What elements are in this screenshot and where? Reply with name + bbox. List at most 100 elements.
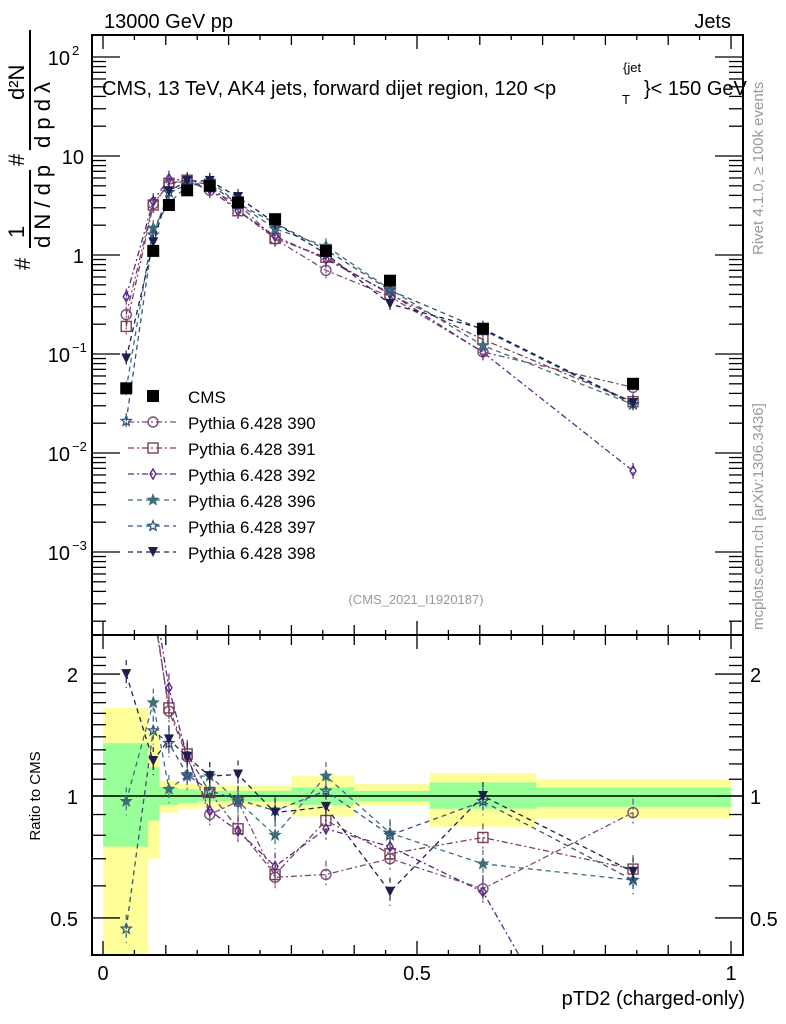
series-line xyxy=(125,183,634,422)
chart-title-main: CMS, 13 TeV, AK4 jets, forward dijet reg… xyxy=(102,78,556,100)
ratio-series-pythia-6-428-397 xyxy=(119,716,640,943)
legend-label: Pythia 6.428 390 xyxy=(188,414,316,433)
header-right: Jets xyxy=(694,11,731,33)
y-axis-label-dn: d N / d p xyxy=(30,165,55,248)
marker-diamond xyxy=(479,345,487,359)
x-tick-label: 0.5 xyxy=(403,963,431,985)
main-plot xyxy=(119,170,640,479)
y-axis-label: # 1 d N / d p # d²N d p d λ xyxy=(4,30,55,270)
marker-triangle-down xyxy=(384,886,395,897)
ratio-series-line xyxy=(159,635,520,955)
y-tick-label: 10 xyxy=(48,444,70,466)
marker-triangle-down xyxy=(182,175,193,186)
marker-star xyxy=(476,338,490,352)
legend-label: Pythia 6.428 397 xyxy=(188,518,316,537)
marker-diamond xyxy=(149,467,157,481)
marker-triangle-down xyxy=(148,756,159,767)
marker-triangle-down xyxy=(163,186,174,197)
marker-square xyxy=(383,274,396,287)
legend-item: Pythia 6.428 390 xyxy=(128,414,316,433)
chart-title-tail: }< 150 GeV xyxy=(644,78,748,100)
marker-star xyxy=(626,872,640,886)
marker-triangle-down xyxy=(182,751,193,762)
marker-star xyxy=(119,414,133,427)
marker-square-open xyxy=(148,604,158,614)
marker-triangle-down xyxy=(148,237,159,248)
legend-item: Pythia 6.428 392 xyxy=(128,466,316,485)
ratio-series-line xyxy=(125,729,634,929)
marker-diamond xyxy=(149,194,158,208)
marker-circle xyxy=(204,808,216,821)
band-green xyxy=(148,766,160,821)
marker-star xyxy=(383,828,397,841)
marker-square xyxy=(120,382,133,395)
ratio-y-axis-label: Ratio to CMS xyxy=(27,751,44,840)
marker-star xyxy=(119,794,133,808)
y-tick-label: 10 xyxy=(48,48,70,70)
y-axis-label-hash1: # xyxy=(10,257,35,270)
ratio-y-tick-label-right: 0.5 xyxy=(750,909,778,931)
series-pythia-6-428-391 xyxy=(120,172,639,410)
marker-star xyxy=(383,283,397,296)
y-tick-label: 10 xyxy=(48,345,70,367)
marker-square xyxy=(476,322,489,335)
marker-triangle-down xyxy=(163,734,174,745)
marker-diamond xyxy=(234,824,242,838)
marker-triangle-down xyxy=(628,866,639,877)
marker-triangle-down xyxy=(477,791,488,801)
marker-triangle-down xyxy=(148,547,158,557)
marker-diamond xyxy=(150,586,156,596)
legend-item: Pythia 6.428 396 xyxy=(128,492,316,511)
marker-triangle-down xyxy=(384,298,395,309)
marker-star xyxy=(162,782,176,795)
ratio-series-line xyxy=(157,635,634,890)
legend-label: Pythia 6.428 396 xyxy=(188,492,316,511)
band-green xyxy=(536,787,731,807)
marker-square xyxy=(319,244,332,257)
marker-star xyxy=(146,492,160,506)
chart-title: CMS, 13 TeV, AK4 jets, forward dijet reg… xyxy=(102,60,748,107)
rivet-label: Rivet 4.1.0, ≥ 100k events xyxy=(750,82,767,255)
marker-star xyxy=(119,921,133,935)
ratio-y-tick-label: 2 xyxy=(67,665,78,687)
marker-diamond xyxy=(234,204,242,218)
y-tick-label: 10 xyxy=(48,543,70,565)
band-green xyxy=(103,743,149,847)
x-tick-label: 0 xyxy=(97,963,108,985)
y-tick-label: 10 xyxy=(62,147,84,169)
marker-square xyxy=(269,213,282,226)
marker-square xyxy=(232,196,245,209)
marker-diamond xyxy=(629,464,637,478)
marker-triangle-down xyxy=(121,353,132,364)
marker-star xyxy=(268,828,282,841)
marker-circle xyxy=(627,806,639,819)
marker-diamond xyxy=(386,840,394,853)
marker-star xyxy=(203,783,217,797)
legend-label: Pythia 6.428 398 xyxy=(188,544,316,563)
ratio-y-tick-label-right: 2 xyxy=(750,665,761,687)
marker-square xyxy=(203,179,216,192)
legend-item: Pythia 6.428 391 xyxy=(128,440,316,459)
series-pythia-6-428-390 xyxy=(120,172,639,396)
legend-item: CMS xyxy=(147,388,226,407)
y-axis-label-d2n: d²N xyxy=(4,65,29,100)
legend-item: Pythia 6.428 397 xyxy=(128,518,316,537)
chart-title-sup: {jet xyxy=(623,60,641,75)
marker-star xyxy=(146,723,160,737)
series-line xyxy=(125,179,634,403)
marker-square xyxy=(627,377,640,390)
marker-diamond xyxy=(271,229,279,243)
y-tick-label-exponent: −3 xyxy=(72,538,87,553)
y-axis-label-one: 1 xyxy=(4,226,29,238)
y-tick-label-exponent: 2 xyxy=(72,43,79,58)
ratio-series-pythia-6-428-398 xyxy=(121,660,639,906)
marker-circle xyxy=(147,416,159,428)
x-axis-label: pTD2 (charged-only) xyxy=(562,988,745,1010)
marker-star xyxy=(476,856,490,870)
marker-square xyxy=(147,390,159,402)
marker-triangle-down xyxy=(121,669,132,680)
legend-label: Pythia 6.428 391 xyxy=(188,440,316,459)
marker-star xyxy=(146,518,160,532)
